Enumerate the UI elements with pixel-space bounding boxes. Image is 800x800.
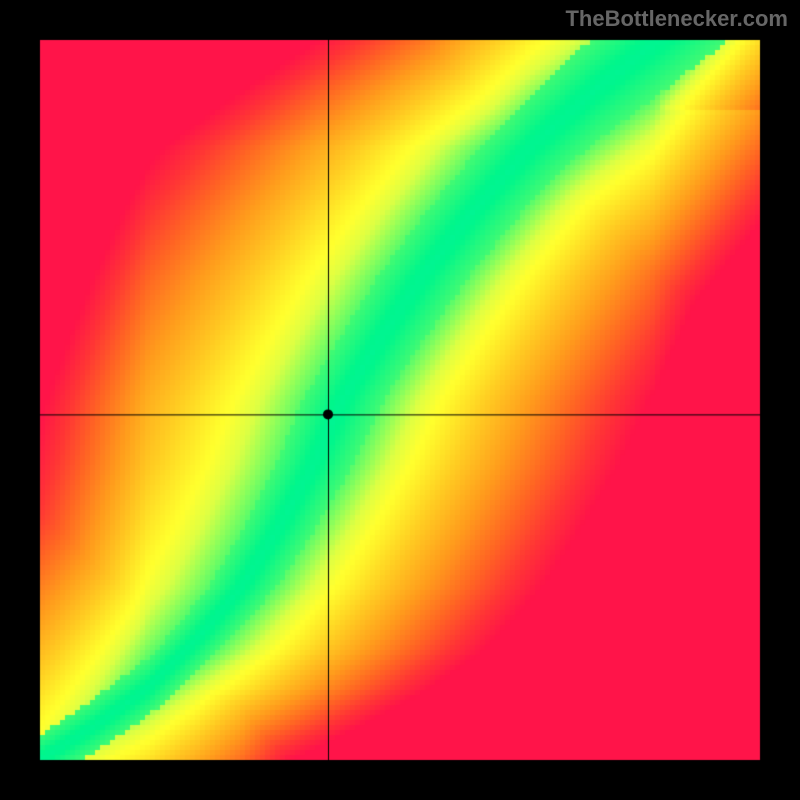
bottleneck-heatmap bbox=[0, 0, 800, 800]
watermark-text: TheBottlenecker.com bbox=[565, 6, 788, 32]
chart-container: TheBottlenecker.com bbox=[0, 0, 800, 800]
